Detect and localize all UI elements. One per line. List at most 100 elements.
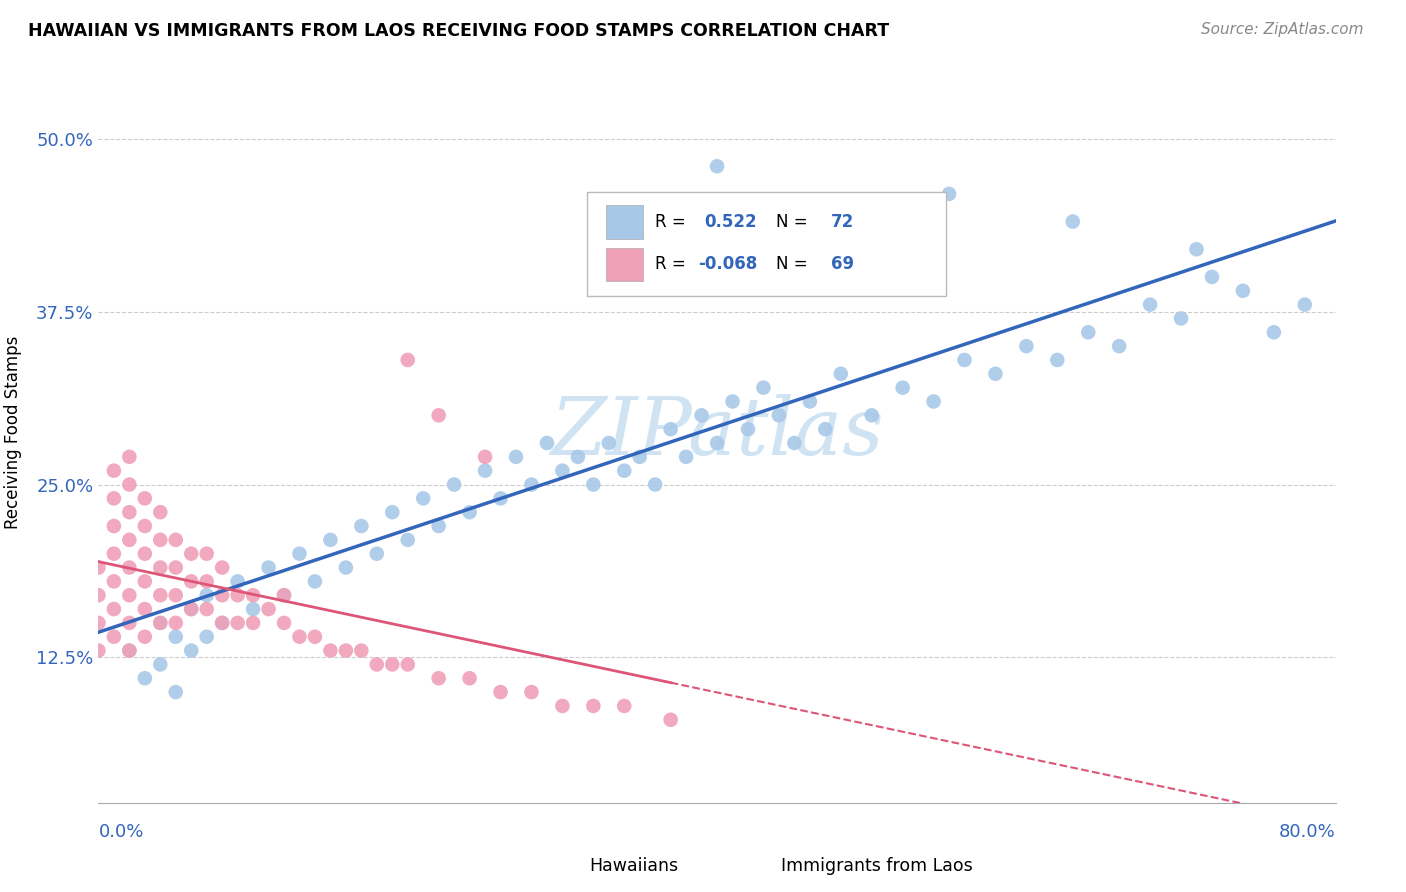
Point (350, 643, 373, 657)
Text: 80.0%: 80.0% (1279, 823, 1336, 841)
Point (659, 713, 682, 727)
Point (165, 630, 187, 644)
Point (1077, 326, 1099, 340)
Point (211, 560, 233, 574)
Point (443, 477, 465, 491)
Y-axis label: Receiving Food Stamps: Receiving Food Stamps (4, 336, 22, 529)
Point (134, 630, 156, 644)
Point (659, 422, 682, 436)
Text: Source: ZipAtlas.com: Source: ZipAtlas.com (1201, 22, 1364, 37)
Text: R =: R = (655, 212, 692, 231)
Point (257, 602, 280, 616)
Point (474, 450, 496, 464)
Point (427, 409, 450, 423)
Point (180, 574, 202, 589)
Point (551, 464, 574, 478)
Point (335, 643, 357, 657)
Point (768, 409, 790, 423)
Point (520, 685, 543, 699)
Text: 72: 72 (831, 212, 853, 231)
Point (211, 588, 233, 602)
Point (118, 450, 141, 464)
Point (783, 436, 806, 450)
Point (118, 560, 141, 574)
Point (675, 201, 697, 215)
Point (149, 615, 172, 630)
Text: 69: 69 (831, 255, 853, 273)
Point (458, 505, 481, 519)
Point (412, 491, 434, 506)
Point (195, 630, 218, 644)
Point (103, 464, 125, 478)
Point (257, 560, 280, 574)
Point (319, 643, 342, 657)
Point (149, 560, 172, 574)
Point (1108, 339, 1130, 353)
Point (319, 533, 342, 547)
Text: 0.0%: 0.0% (98, 823, 143, 841)
Point (427, 671, 450, 685)
Point (1046, 353, 1069, 368)
Point (180, 643, 202, 657)
Point (149, 588, 172, 602)
Point (396, 353, 419, 368)
Point (288, 630, 311, 644)
Point (118, 643, 141, 657)
FancyBboxPatch shape (557, 855, 583, 877)
Point (242, 615, 264, 630)
Point (134, 519, 156, 533)
Point (165, 533, 187, 547)
Point (458, 671, 481, 685)
Point (489, 491, 512, 506)
Point (628, 228, 651, 243)
Point (304, 574, 326, 589)
Point (427, 519, 450, 533)
Point (366, 657, 388, 672)
Point (149, 657, 172, 672)
Point (87, 588, 110, 602)
Point (1015, 339, 1038, 353)
Point (211, 615, 233, 630)
Point (396, 533, 419, 547)
Text: -0.068: -0.068 (699, 255, 758, 273)
Point (87, 615, 110, 630)
Point (103, 630, 125, 644)
Point (118, 588, 141, 602)
Text: Immigrants from Laos: Immigrants from Laos (782, 856, 973, 875)
Point (211, 615, 233, 630)
Point (103, 574, 125, 589)
Point (103, 602, 125, 616)
Point (1139, 297, 1161, 311)
FancyBboxPatch shape (588, 192, 946, 295)
Point (567, 450, 589, 464)
Point (938, 186, 960, 201)
Text: 0.522: 0.522 (704, 212, 758, 231)
Point (613, 464, 636, 478)
Point (226, 615, 249, 630)
Point (134, 491, 156, 506)
Point (1062, 214, 1084, 228)
Point (721, 394, 744, 409)
Point (984, 367, 1007, 381)
Point (830, 367, 852, 381)
Text: N =: N = (776, 255, 813, 273)
Point (489, 685, 512, 699)
Point (195, 547, 218, 561)
Text: N =: N = (776, 212, 813, 231)
Point (598, 436, 620, 450)
Point (118, 643, 141, 657)
Point (814, 422, 837, 436)
Point (118, 477, 141, 491)
Point (118, 615, 141, 630)
Point (195, 574, 218, 589)
Point (180, 602, 202, 616)
Point (149, 505, 172, 519)
Point (304, 630, 326, 644)
Point (180, 602, 202, 616)
Point (273, 588, 295, 602)
Point (335, 560, 357, 574)
Point (165, 588, 187, 602)
Point (752, 381, 775, 395)
Point (273, 615, 295, 630)
Point (690, 409, 713, 423)
